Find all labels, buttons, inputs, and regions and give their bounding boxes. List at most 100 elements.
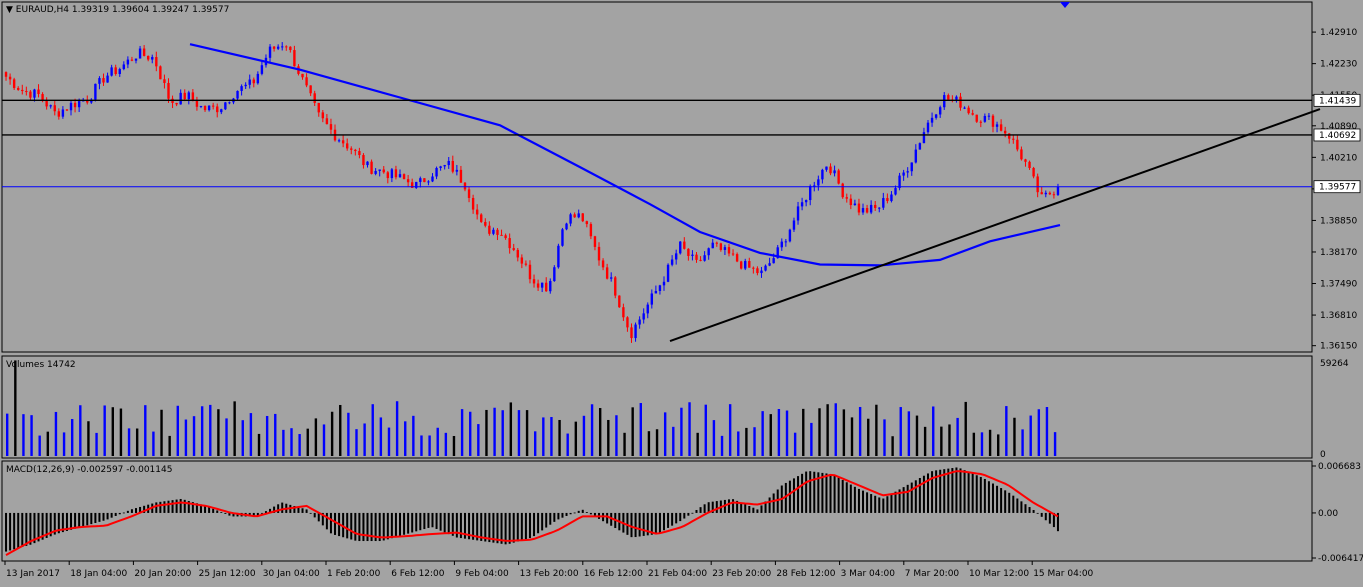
candle-body — [520, 257, 524, 264]
macd-bar — [760, 505, 763, 513]
macd-bar — [175, 499, 178, 513]
macd-bar — [309, 512, 312, 514]
volume-bar — [899, 407, 902, 456]
macd-bar — [683, 512, 686, 519]
macd-bar — [17, 512, 20, 549]
candle-body — [947, 95, 950, 100]
volume-bar — [810, 422, 813, 456]
candle-body — [276, 46, 280, 49]
macd-bar — [569, 512, 572, 515]
volume-bar — [598, 408, 602, 456]
macd-bar — [277, 504, 280, 513]
macd-title: MACD(12,26,9) -0.002597 -0.001145 — [6, 465, 172, 475]
candle-body — [118, 69, 121, 74]
macd-bar — [41, 512, 44, 540]
time-tick-label: 10 Mar 12:00 — [969, 569, 1029, 579]
macd-bar — [220, 512, 223, 513]
candle-body — [938, 107, 942, 115]
candle-body — [553, 267, 556, 282]
volume-bar — [176, 405, 179, 456]
macd-bar — [415, 512, 418, 532]
volume-bar — [542, 417, 545, 456]
candle-body — [366, 161, 369, 166]
macd-bar — [484, 512, 487, 542]
macd-bar — [809, 471, 812, 513]
macd-bar — [1048, 512, 1051, 524]
volume-bar — [623, 432, 626, 456]
resistance-2-label-box — [1313, 128, 1361, 142]
candle-body — [382, 169, 385, 173]
candle-body — [98, 78, 101, 84]
candle-body — [281, 46, 284, 48]
candle-body — [1044, 192, 1047, 195]
candle-body — [565, 223, 568, 230]
volume-bar — [347, 412, 350, 456]
candle-body — [146, 55, 150, 60]
macd-bar — [431, 512, 434, 528]
candle-body — [402, 174, 406, 180]
macd-bar — [252, 512, 255, 517]
macd-panel[interactable] — [1, 460, 1313, 562]
price-tick-label: 1.36810 — [1320, 311, 1357, 321]
candle-body — [480, 214, 483, 222]
candle-body — [727, 247, 731, 254]
macd-bar — [439, 512, 442, 531]
volume-bar — [70, 419, 74, 456]
macd-bar — [354, 512, 357, 541]
macd-bar — [691, 512, 694, 514]
macd-bar — [910, 482, 913, 513]
macd-bar — [468, 512, 471, 540]
volume-bar — [1037, 409, 1041, 456]
volume-bar — [728, 404, 732, 456]
volume-bar — [209, 404, 212, 456]
time-tick-label: 7 Mar 20:00 — [905, 569, 960, 579]
volume-bar — [647, 431, 651, 456]
candle-body — [459, 169, 463, 183]
candle-body — [86, 100, 89, 103]
candle-body — [228, 102, 231, 104]
macd-bar — [504, 512, 507, 545]
candle-body — [934, 114, 938, 118]
candle-body — [69, 102, 73, 111]
volume-bars — [6, 360, 1057, 456]
macd-bar — [736, 500, 739, 513]
macd-bar — [102, 512, 105, 521]
volume-bar — [339, 404, 342, 456]
macd-bar — [228, 512, 231, 516]
macd-bar — [53, 512, 56, 535]
candle-body — [142, 48, 146, 56]
macd-bar — [1056, 512, 1059, 532]
candle-body — [674, 253, 678, 260]
macd-bar — [967, 471, 970, 513]
candle-body — [723, 247, 727, 250]
macd-bar — [374, 512, 377, 542]
macd-bar — [707, 502, 710, 513]
macd-bar — [817, 472, 820, 513]
candle-body — [573, 214, 576, 218]
candle-body — [926, 122, 930, 133]
volume-bar — [745, 427, 748, 456]
candle-body — [683, 241, 686, 249]
time-tick-label: 13 Feb 20:00 — [520, 569, 579, 579]
volume-bar — [371, 404, 374, 456]
macd-bar — [650, 512, 653, 535]
candle-body — [796, 206, 800, 221]
price-panel[interactable] — [1, 1, 1313, 353]
candle-body — [813, 185, 816, 187]
macd-bar — [122, 512, 125, 514]
macd-bar — [557, 512, 560, 520]
price-tick-label: 1.40210 — [1320, 153, 1357, 163]
time-tick-label: 25 Jan 12:00 — [199, 569, 256, 579]
time-tick-label: 9 Feb 04:00 — [455, 569, 509, 579]
price-tick-label: 1.37490 — [1320, 280, 1357, 290]
macd-bar — [667, 512, 670, 528]
trendline-segment[interactable] — [669, 108, 1321, 342]
macd-bar — [86, 512, 89, 526]
candle-body — [410, 182, 414, 188]
macd-bar — [658, 512, 661, 533]
macd-bar — [114, 512, 117, 516]
macd-bar — [577, 510, 580, 513]
volume-bar — [103, 405, 106, 456]
candle-body — [317, 102, 320, 113]
